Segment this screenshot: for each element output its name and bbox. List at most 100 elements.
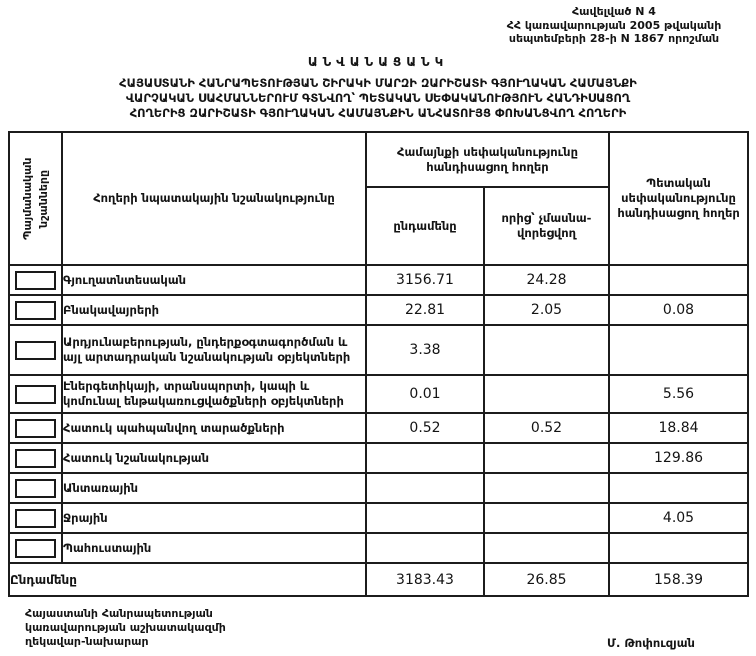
land-type-label: Հատուկ նշանակության (63, 450, 209, 465)
legend-checkbox (15, 478, 56, 498)
signatory-title-line-2: կառավարության աշխատակազմի (25, 621, 226, 634)
non-privatizable-value (482, 374, 611, 414)
state-lands-header: Պետական սեփականությունը հանդիսացող հողեր (608, 131, 750, 266)
legend-cell (8, 412, 63, 444)
table-row: Էներգետիկայի, տրանսպորտի, կապի և կոմունա… (8, 374, 750, 414)
community-total-value: 0.01 (365, 374, 485, 414)
land-allocation-table: Պայմանական նշանները Հողերի նպատակային նշ… (8, 131, 750, 597)
total-row-label: Ընդամենը (8, 562, 367, 597)
land-type-cell: Հատուկ նշանակության (61, 442, 367, 474)
legend-cell (8, 294, 63, 326)
state-value: 0.08 (608, 294, 750, 326)
total-community-value: 3183.43 (365, 562, 485, 597)
legend-checkbox (15, 508, 56, 528)
non-privatizable-value (482, 472, 611, 504)
land-type-label: Ջրային (63, 510, 108, 525)
signatory-title: Հայաստանի Հանրապետության կառավարության ա… (25, 607, 226, 649)
community-lands-header: Համայնքի սեփականությունը հանդիսացող հողե… (364, 131, 611, 188)
legend-checkbox (15, 448, 56, 468)
appendix-line-1: Հավելված N 4 (572, 5, 656, 18)
land-type-cell: Բնակավայրերի (61, 294, 367, 326)
signature-name: Մ. Թոփուզյան (607, 636, 695, 650)
table-row: Ջրային 4.05 (8, 502, 750, 534)
land-type-cell: Հատուկ պահպանվող տարածքների (61, 412, 367, 444)
table-row: Բնակավայրերի 22.81 2.05 0.08 (8, 294, 750, 326)
legend-cell (8, 442, 63, 474)
state-value: 4.05 (608, 502, 750, 534)
appendix-line-2: ՀՀ կառավարության 2005 թվականի (506, 18, 722, 32)
legend-cell (8, 472, 63, 504)
land-type-label: Բնակավայրերի (63, 302, 160, 317)
legend-cell (8, 374, 63, 414)
state-value (608, 264, 750, 296)
title-block: ԱՆՎԱՆԱՑԱՆԿ ՀԱՅԱՍՏԱՆԻ ՀԱՆՐԱՊԵՏՈՒԹՅԱՆ ՇԻՐԱ… (0, 55, 756, 121)
state-value: 129.86 (608, 442, 750, 474)
purpose-column-header: Հողերի նպատակային նշանակությունը (61, 131, 367, 266)
signatory-title-line-3: ղեկավար-նախարար (25, 635, 149, 648)
legend-checkbox (15, 340, 56, 360)
community-total-value: 3156.71 (365, 264, 485, 296)
table-header: Պայմանական նշանները Հողերի նպատակային նշ… (8, 131, 750, 266)
land-type-cell: Գյուղատնտեսական (61, 264, 367, 296)
non-privatizable-value (482, 502, 611, 534)
community-total-value: 0.52 (365, 412, 485, 444)
land-type-cell: Պահուստային (61, 532, 367, 564)
land-type-cell: Արդյունաբերության, ընդերքօգտագործման և ա… (61, 324, 367, 376)
community-total-value (365, 502, 485, 534)
land-type-label: Անտառային (63, 480, 139, 495)
subtitle-line-2: ՎԱՐՉԱԿԱՆ ՍԱՀՄԱՆՆԵՐՈՒՄ ԳՏՆՎՈՂ՝ ՊԵՏԱԿԱՆ ՍԵ… (125, 91, 631, 105)
legend-cell (8, 324, 63, 376)
legend-checkbox (15, 384, 56, 404)
land-type-cell: Էներգետիկայի, տրանսպորտի, կապի և կոմունա… (61, 374, 367, 414)
legend-cell (8, 264, 63, 296)
community-total-value: 3.38 (365, 324, 485, 376)
non-privatizable-value (482, 324, 611, 376)
community-total-value (365, 472, 485, 504)
total-row: Ընդամենը 3183.43 26.85 158.39 (8, 562, 750, 597)
legend-checkbox (15, 538, 56, 558)
state-value: 18.84 (608, 412, 750, 444)
land-type-label: Պահուստային (63, 540, 152, 555)
legend-checkbox (15, 300, 56, 320)
signatory-title-line-1: Հայաստանի Հանրապետության (25, 607, 213, 620)
symbols-column-header: Պայմանական նշանները (8, 131, 63, 266)
legend-cell (8, 502, 63, 534)
document-title: ԱՆՎԱՆԱՑԱՆԿ (307, 55, 449, 69)
state-value (608, 532, 750, 564)
table-row: Հատուկ նշանակության 129.86 (8, 442, 750, 474)
non-privatizable-subheader: որից՝ չմասնա-վորեցվող (482, 186, 611, 266)
community-total-value (365, 442, 485, 474)
subtitle-line-3: ՀՈՂԵՐԻՑ ԶԱՐԻՇԱՏԻ ԳՅՈՒՂԱԿԱՆ ՀԱՄԱՅՆՔԻՆ ԱՆՀ… (129, 106, 627, 120)
table-row: Պահուստային (8, 532, 750, 564)
state-value: 5.56 (608, 374, 750, 414)
non-privatizable-value: 24.28 (482, 264, 611, 296)
legend-cell (8, 532, 63, 564)
legend-checkbox (15, 418, 56, 438)
land-type-cell: Ջրային (61, 502, 367, 534)
appendix-reference: Հավելված N 4 ՀՀ կառավարության 2005 թվակա… (480, 5, 748, 46)
table-footer: Ընդամենը 3183.43 26.85 158.39 (8, 562, 750, 597)
land-type-label: Արդյունաբերության, ընդերքօգտագործման և ա… (63, 335, 351, 364)
total-state-value: 158.39 (608, 562, 750, 597)
land-type-cell: Անտառային (61, 472, 367, 504)
table-row: Արդյունաբերության, ընդերքօգտագործման և ա… (8, 324, 750, 376)
community-total-value (365, 532, 485, 564)
non-privatizable-value: 0.52 (482, 412, 611, 444)
non-privatizable-value: 2.05 (482, 294, 611, 326)
total-subheader: ընդամենը (365, 186, 485, 266)
total-non-privatizable-value: 26.85 (482, 562, 611, 597)
table-body: Գյուղատնտեսական 3156.71 24.28 Բնակավայրե… (8, 264, 750, 564)
non-privatizable-value (482, 442, 611, 474)
state-value (608, 472, 750, 504)
land-type-label: Էներգետիկայի, տրանսպորտի, կապի և կոմունա… (63, 379, 344, 408)
table-row: Գյուղատնտեսական 3156.71 24.28 (8, 264, 750, 296)
state-value (608, 324, 750, 376)
subtitle-line-1: ՀԱՅԱՍՏԱՆԻ ՀԱՆՐԱՊԵՏՈՒԹՅԱՆ ՇԻՐԱԿԻ ՄԱՐԶԻ ԶԱ… (119, 76, 637, 90)
land-type-label: Հատուկ պահպանվող տարածքների (63, 420, 285, 435)
community-total-value: 22.81 (365, 294, 485, 326)
appendix-line-3: սեպտեմբերի 28-ի N 1867 որոշման (508, 32, 720, 45)
land-type-label: Գյուղատնտեսական (63, 272, 187, 287)
table-row: Հատուկ պահպանվող տարածքների 0.52 0.52 18… (8, 412, 750, 444)
table-row: Անտառային (8, 472, 750, 504)
